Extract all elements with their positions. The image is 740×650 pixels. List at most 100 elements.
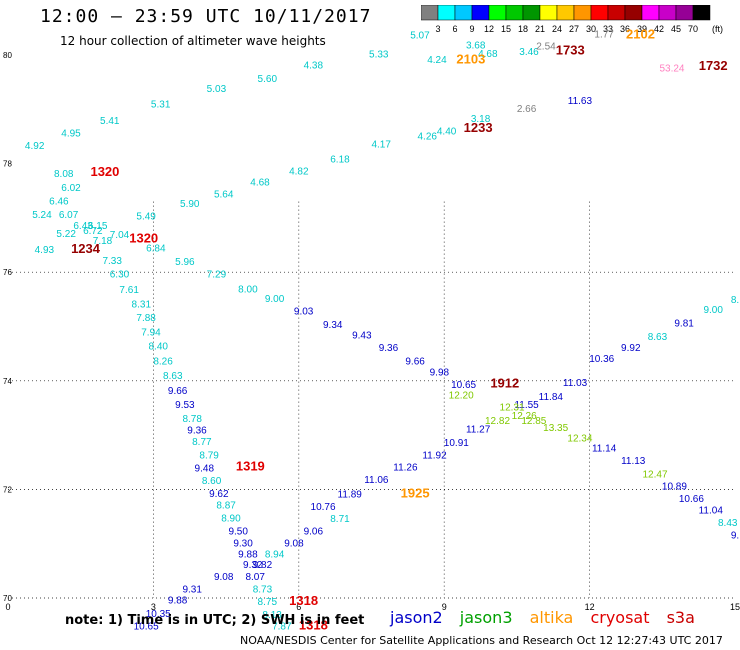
mission-jason2: jason2 bbox=[390, 608, 443, 627]
wave-height-label: 8.71 bbox=[330, 514, 350, 525]
colorbar-tick-label: 36 bbox=[620, 24, 630, 34]
wave-height-label: 9.88 bbox=[238, 549, 258, 560]
wave-height-label: 6.07 bbox=[59, 210, 79, 221]
wave-height-label: 11.03 bbox=[563, 378, 588, 389]
wave-height-label: 5.33 bbox=[369, 50, 389, 61]
wave-height-label: 10.65 bbox=[134, 621, 159, 632]
wave-height-label: 8.79 bbox=[199, 450, 219, 461]
wave-height-label: 11.92 bbox=[422, 450, 447, 461]
wave-height-label: 12.26 bbox=[512, 411, 537, 422]
wave-height-label: 11.84 bbox=[539, 392, 564, 403]
wave-height-label: 11.06 bbox=[364, 475, 389, 486]
wave-height-label: 11.27 bbox=[466, 424, 491, 435]
colorbar-tick-label: 18 bbox=[518, 24, 528, 34]
pass-time-label: 1318 bbox=[299, 617, 328, 632]
wave-height-label: 8.08 bbox=[54, 169, 74, 180]
wave-height-label: 8. bbox=[731, 295, 739, 306]
wave-height-label: 6.72 bbox=[83, 226, 103, 237]
colorbar-tick-label: 42 bbox=[654, 24, 664, 34]
mission-s3a: s3a bbox=[666, 608, 695, 627]
y-tick-label: 70 bbox=[3, 594, 12, 603]
colorbar-tick-label: 12 bbox=[484, 24, 494, 34]
wave-height-label: 8.94 bbox=[265, 549, 285, 560]
wave-height-label: 9.08 bbox=[214, 572, 234, 583]
pass-time-label: 1234 bbox=[71, 241, 101, 256]
wave-height-label: 7.04 bbox=[110, 230, 130, 241]
wave-height-label: 9.81 bbox=[674, 319, 694, 330]
wave-height-label: 8.26 bbox=[153, 357, 173, 368]
x-tick-label: 9 bbox=[442, 602, 447, 612]
wave-height-label: 6.43 bbox=[73, 221, 93, 232]
pass-time-label: 2103 bbox=[456, 52, 485, 67]
wave-height-label: 7.88 bbox=[136, 313, 156, 324]
wave-height-label: 13.35 bbox=[543, 423, 568, 434]
pass-time-label: 2102 bbox=[626, 27, 655, 42]
wave-height-label: 8.00 bbox=[238, 284, 258, 295]
pass-time-label: 1912 bbox=[490, 375, 519, 390]
colorbar-tick-label: 70 bbox=[688, 24, 698, 34]
colorbar-tick-label: 45 bbox=[671, 24, 681, 34]
wave-height-label: 9.82 bbox=[253, 560, 273, 571]
wave-height-label: 10.36 bbox=[589, 354, 614, 365]
wave-height-label: 6.84 bbox=[146, 244, 166, 255]
wave-height-label: 10.91 bbox=[444, 438, 469, 449]
wave-height-label: 9.88 bbox=[168, 595, 188, 606]
y-tick-label: 74 bbox=[3, 377, 12, 386]
wave-height-label: 7.33 bbox=[102, 256, 122, 267]
colorbar-tick-label: 39 bbox=[637, 24, 647, 34]
wave-height-label: 11.63 bbox=[568, 96, 593, 107]
wave-height-label: 8.63 bbox=[163, 371, 183, 382]
wave-height-label: 1.77 bbox=[594, 30, 614, 41]
wave-height-label: 4.38 bbox=[304, 61, 324, 72]
wave-height-label: 11.55 bbox=[514, 400, 539, 411]
wave-height-label: 8.60 bbox=[202, 476, 222, 487]
wave-height-label: 9.31 bbox=[182, 585, 202, 596]
wave-height-label: 5.41 bbox=[100, 116, 120, 127]
colorbar-tick-label: 15 bbox=[501, 24, 511, 34]
wave-height-label: 2.54 bbox=[536, 42, 556, 53]
wave-height-label: 10.76 bbox=[311, 502, 336, 513]
wave-height-label: 9.32 bbox=[243, 560, 263, 571]
mission-legend: jason2 jason3 altika cryosat s3a bbox=[390, 608, 707, 627]
wave-height-label: 9.03 bbox=[294, 307, 314, 318]
wave-height-label: 5.22 bbox=[56, 229, 76, 240]
wave-height-label: 8.13 bbox=[262, 610, 282, 621]
wave-height-label: 9.06 bbox=[304, 526, 324, 537]
wave-height-label: 6.15 bbox=[88, 221, 108, 232]
wave-height-label: 7.18 bbox=[93, 236, 113, 247]
wave-height-label: 9.66 bbox=[405, 357, 425, 368]
wave-height-label: 8.87 bbox=[216, 500, 236, 511]
wave-height-label: 4.82 bbox=[289, 166, 309, 177]
wave-height-label: 4.68 bbox=[250, 177, 270, 188]
wave-height-label: 8.43 bbox=[718, 518, 738, 529]
colorbar-swatch bbox=[692, 5, 711, 21]
wave-height-label: 6.30 bbox=[110, 270, 130, 281]
colorbar-tick-label: 30 bbox=[586, 24, 596, 34]
wave-height-label: 9.36 bbox=[187, 425, 207, 436]
wave-height-label: 9.50 bbox=[228, 526, 248, 537]
wave-height-label: 9.62 bbox=[209, 489, 229, 500]
chart-title: 12:00 — 23:59 UTC 10/11/2017 bbox=[40, 6, 372, 27]
mission-altika: altika bbox=[529, 608, 574, 627]
y-tick-label: 76 bbox=[3, 268, 12, 277]
wave-height-label: 2.66 bbox=[517, 104, 537, 115]
wave-height-label: 8.63 bbox=[648, 332, 668, 343]
wave-height-label: 11.14 bbox=[592, 443, 617, 454]
x-tick-label: 12 bbox=[585, 602, 595, 612]
x-tick-label: 0 bbox=[5, 602, 10, 612]
wave-height-label: 12.31 bbox=[500, 403, 525, 414]
wave-height-label: 5.03 bbox=[207, 84, 227, 95]
pass-time-label: 1320 bbox=[129, 230, 158, 245]
wave-height-label: 8.75 bbox=[258, 597, 278, 608]
wave-height-label: 9.53 bbox=[175, 400, 195, 411]
chart-subtitle: 12 hour collection of altimeter wave hei… bbox=[60, 34, 326, 48]
wave-height-label: 9.92 bbox=[621, 343, 641, 354]
wave-height-label: 9.34 bbox=[323, 320, 343, 331]
wave-height-label: 7.94 bbox=[141, 328, 161, 339]
pass-time-label: 1320 bbox=[90, 164, 119, 179]
wave-height-label: 5.24 bbox=[32, 210, 52, 221]
wave-height-label: 10.66 bbox=[679, 494, 704, 505]
wave-height-label: 11.13 bbox=[621, 456, 646, 467]
wave-height-label: 4.17 bbox=[371, 139, 391, 150]
